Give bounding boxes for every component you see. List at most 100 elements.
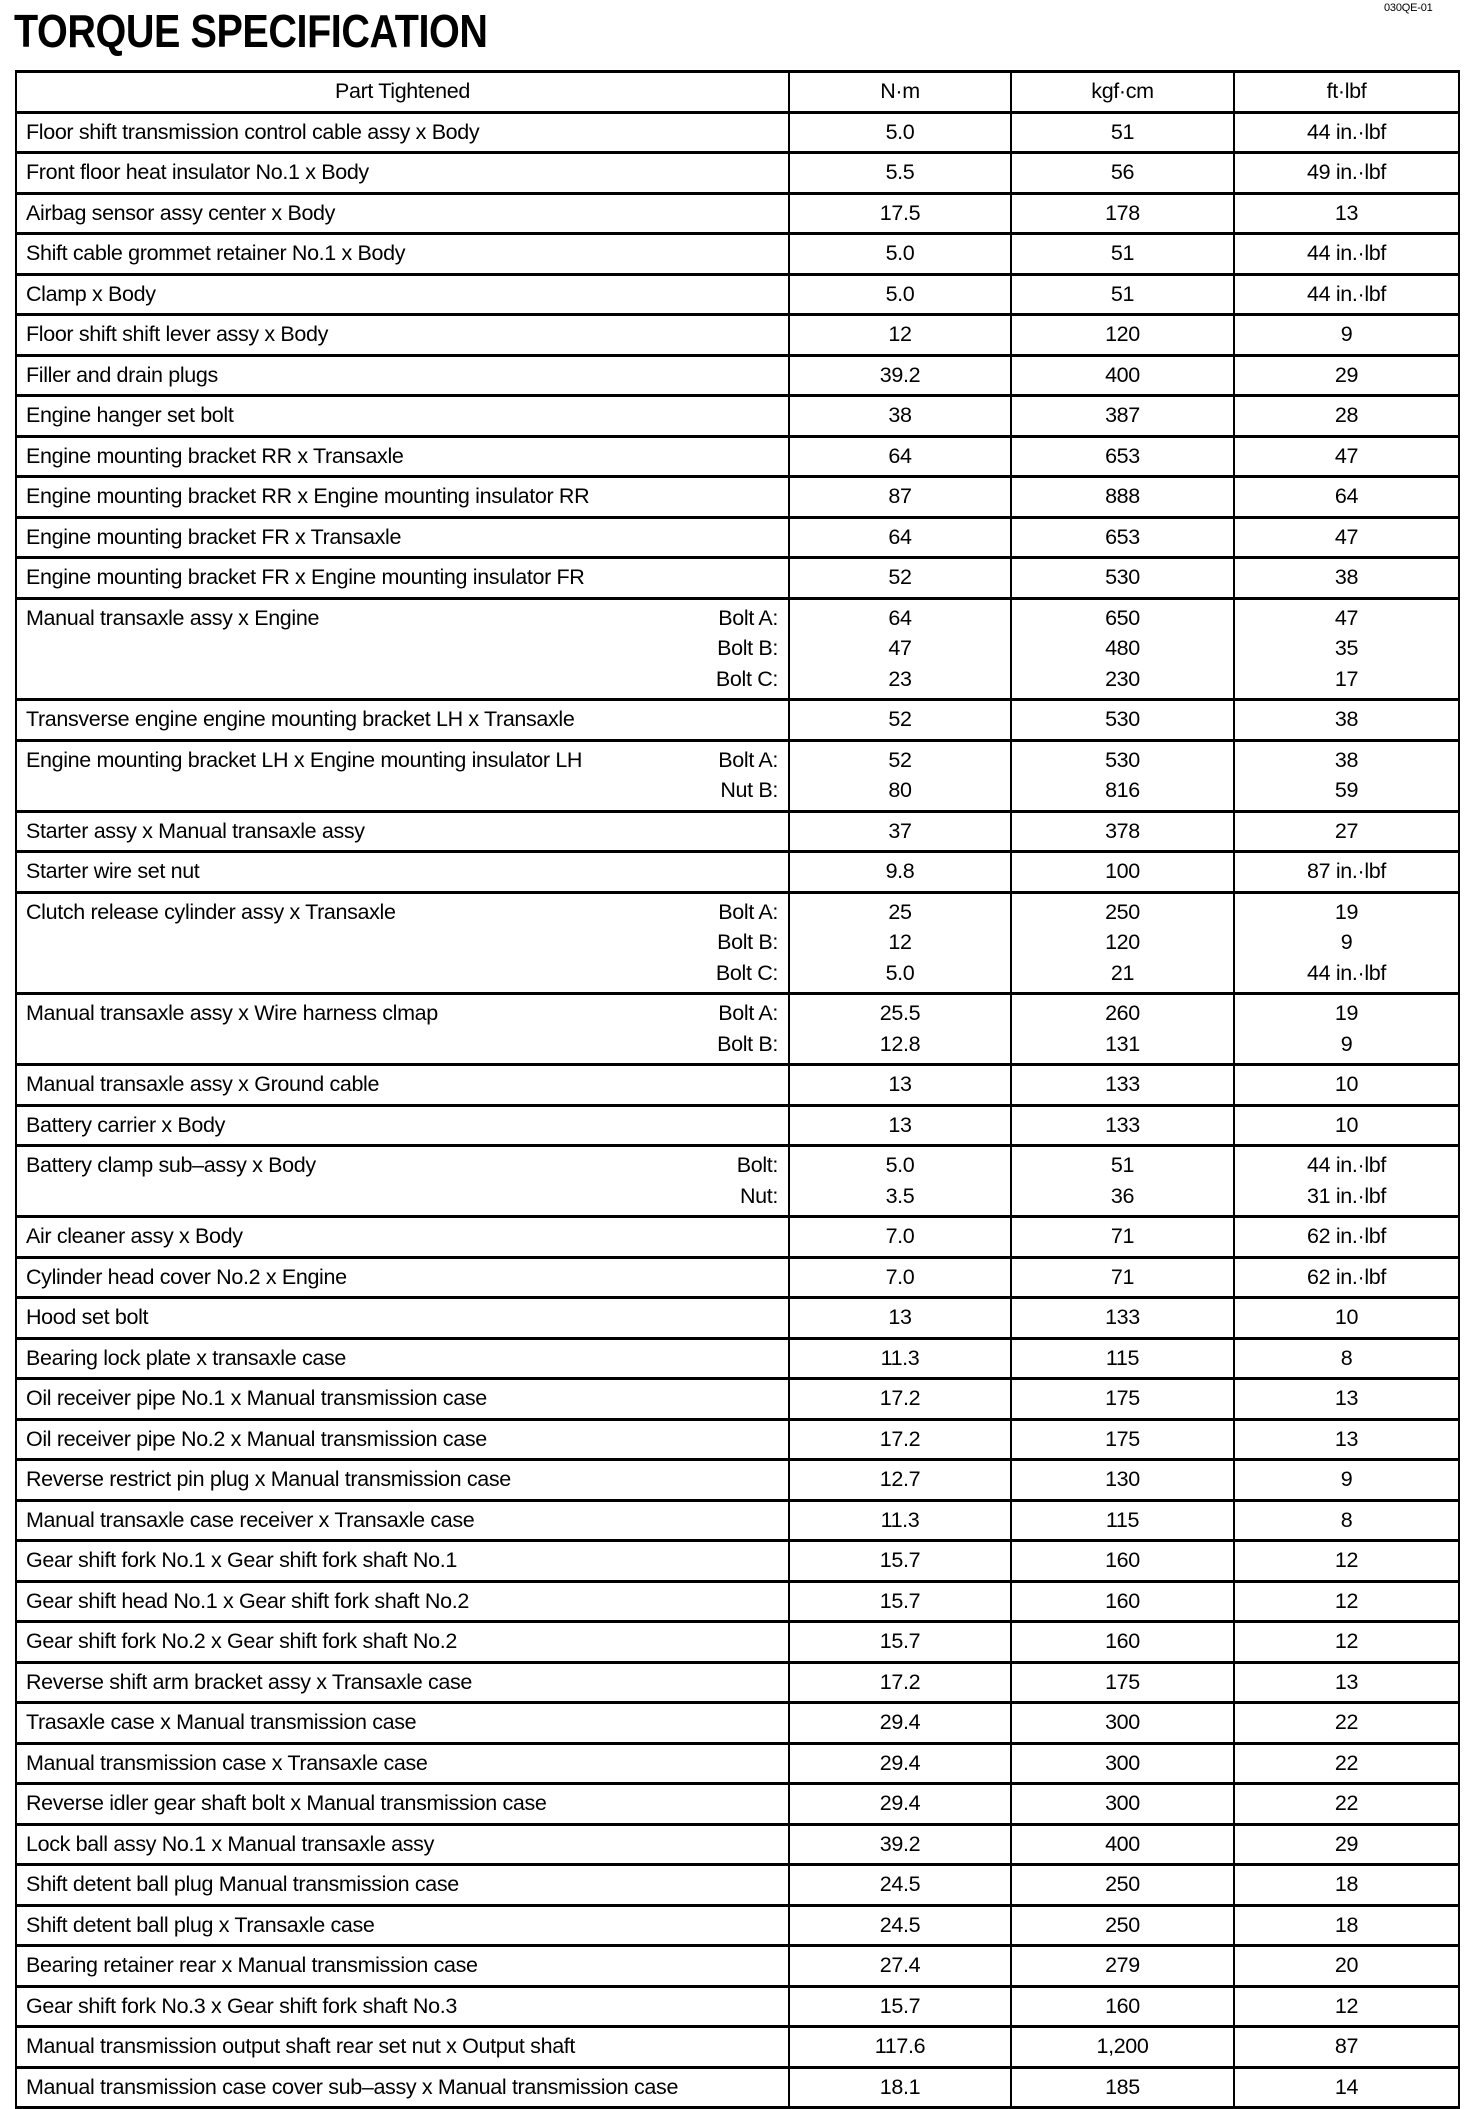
ftlbf-value: 17: [1334, 666, 1359, 691]
part-cell: Manual transaxle assy x Ground cable: [15, 1063, 790, 1107]
nm-value: 11.3: [880, 1345, 920, 1370]
kgfcm-cell: 300: [1010, 1782, 1235, 1826]
part-cell: Battery carrier x Body: [15, 1103, 790, 1147]
nm-value: 87: [888, 484, 912, 508]
part-name: Oil receiver pipe No.2 x Manual transmis…: [26, 1426, 487, 1451]
table-row: Manual transaxle case receiver x Transax…: [15, 1498, 1460, 1542]
ftlbf-cell: 22: [1233, 1741, 1460, 1785]
nm-cell: 15.7: [788, 1620, 1012, 1664]
ftlbf-value: 18: [1334, 1912, 1359, 1937]
nm-value: 17.2: [879, 1386, 921, 1410]
part-name: Shift detent ball plug x Transaxle case: [26, 1912, 375, 1937]
nm-cell: 15.7: [788, 1579, 1012, 1623]
ftlbf-value: 49 in.·lbf: [1307, 160, 1386, 184]
table-row: Manual transaxle assy x Engine Bolt A: Bol…: [15, 596, 1460, 701]
ftlbf-value: 87: [1334, 2034, 1359, 2058]
nm-cell: 52: [788, 556, 1012, 600]
part-cell: Manual transaxle assy x Engine Bolt A: Bol…: [15, 596, 790, 701]
part-name: Shift cable grommet retainer No.1 x Body: [26, 241, 406, 265]
nm-value: 29.4: [879, 1710, 921, 1734]
ftlbf-cell: 8: [1233, 1498, 1460, 1542]
kgfcm-cell: 133: [1010, 1103, 1235, 1147]
ftlbf-value: 12: [1334, 1548, 1359, 1572]
ftlbf-value: 9: [1340, 322, 1353, 346]
nm-value: 25: [888, 899, 912, 924]
kgfcm-value: 530: [1105, 565, 1140, 589]
column-header-part: Part Tightened: [15, 70, 790, 114]
table-row: Front floor heat insulator No.1 x Body 5.…: [15, 151, 1460, 195]
kgfcm-cell: 530 816: [1010, 738, 1235, 813]
ftlbf-value: 12: [1334, 1588, 1359, 1613]
part-cell: Cylinder head cover No.2 x Engine: [15, 1255, 790, 1299]
kgfcm-cell: 400: [1010, 353, 1235, 397]
part-name: Manual transaxle case receiver x Transax…: [26, 1507, 475, 1532]
part-name: Cylinder head cover No.2 x Engine: [26, 1264, 347, 1289]
ftlbf-cell: 22: [1233, 1701, 1460, 1745]
kgfcm-cell: 653: [1010, 434, 1235, 478]
part-cell: Starter assy x Manual transaxle assy: [15, 809, 790, 853]
nm-value: 17.5: [879, 200, 921, 225]
part-name: Air cleaner assy x Body: [26, 1224, 243, 1248]
part-cell: Floor shift transmission control cable a…: [15, 110, 790, 154]
nm-value: 64: [888, 524, 912, 549]
table-row: Floor shift shift lever assy x Body 12 120…: [15, 313, 1460, 357]
part-cell: Front floor heat insulator No.1 x Body: [15, 151, 790, 195]
ftlbf-cell: 29: [1233, 353, 1460, 397]
ftlbf-value: 18: [1334, 1872, 1359, 1896]
nm-cell: 64: [788, 515, 1012, 559]
kgfcm-value: 131: [1105, 1031, 1140, 1056]
nm-value: 12.8: [879, 1031, 921, 1056]
nm-cell: 17.5: [788, 191, 1012, 235]
kgfcm-value: 387: [1105, 403, 1140, 427]
table-row: Airbag sensor assy center x Body 17.5 178 1…: [15, 191, 1460, 235]
nm-cell: 117.6: [788, 2025, 1012, 2069]
part-cell: Manual transaxle case receiver x Transax…: [15, 1498, 790, 1542]
nm-value: 39.2: [879, 1831, 921, 1856]
nm-value: 5.0: [885, 1153, 915, 1177]
ftlbf-cell: 13: [1233, 1377, 1460, 1421]
table-row: Reverse restrict pin plug x Manual trans…: [15, 1458, 1460, 1502]
kgfcm-value: 100: [1105, 859, 1140, 883]
kgfcm-value: 21: [1110, 960, 1135, 985]
kgfcm-cell: 160: [1010, 1620, 1235, 1664]
page-title: TORQUE SPECIFICATION: [14, 5, 488, 57]
part-name: Reverse restrict pin plug x Manual trans…: [26, 1467, 511, 1491]
ftlbf-value: 38: [1334, 747, 1359, 772]
part-name: Reverse idler gear shaft bolt x Manual t…: [26, 1791, 547, 1815]
ftlbf-value: 62 in.·lbf: [1307, 1264, 1386, 1289]
table-row: Battery carrier x Body 13 133 10: [15, 1103, 1460, 1147]
table-row: Gear shift fork No.1 x Gear shift fork s…: [15, 1539, 1460, 1583]
kgfcm-value: 175: [1105, 1386, 1140, 1410]
nm-cell: 39.2: [788, 353, 1012, 397]
part-name: Floor shift shift lever assy x Body: [26, 322, 328, 346]
part-name: Hood set bolt: [26, 1305, 149, 1329]
table-row: Clamp x Body 5.0 51 44 in.·lbf: [15, 272, 1460, 316]
ftlbf-value: 59: [1334, 778, 1359, 802]
nm-value: 12: [888, 930, 912, 954]
nm-value: 52: [888, 747, 912, 772]
part-cell: Gear shift fork No.2 x Gear shift fork s…: [15, 1620, 790, 1664]
nm-cell: 29.4: [788, 1741, 1012, 1785]
fastener-label: Bolt A:: [718, 605, 778, 630]
ftlbf-value: 13: [1334, 1669, 1359, 1694]
column-header-ftlbf: ft·lbf: [1233, 70, 1460, 114]
nm-value: 15.7: [879, 1629, 921, 1653]
part-cell: Gear shift head No.1 x Gear shift fork s…: [15, 1579, 790, 1623]
part-name: Gear shift fork No.1 x Gear shift fork s…: [26, 1548, 457, 1572]
ftlbf-cell: 19 9 44 in.·lbf: [1233, 890, 1460, 995]
fastener-label: Bolt B:: [717, 1031, 778, 1056]
kgfcm-cell: 133: [1010, 1296, 1235, 1340]
ftlbf-value: 44 in.·lbf: [1307, 281, 1386, 306]
column-header-nm: N·m: [788, 70, 1012, 114]
part-cell: Engine hanger set bolt: [15, 394, 790, 438]
part-cell: Engine mounting bracket RR x Transaxle: [15, 434, 790, 478]
nm-value: 24.5: [879, 1872, 921, 1896]
nm-value: 52: [888, 565, 912, 589]
nm-value: 38: [888, 403, 912, 427]
nm-cell: 29.4: [788, 1782, 1012, 1826]
ftlbf-cell: 10: [1233, 1103, 1460, 1147]
table-header-row: Part Tightened N·m kgf·cm ft·lbf: [15, 70, 1460, 114]
table-row: Engine mounting bracket FR x Transaxle 64…: [15, 515, 1460, 559]
ftlbf-cell: 8: [1233, 1336, 1460, 1380]
fastener-label: Bolt A:: [718, 747, 778, 772]
